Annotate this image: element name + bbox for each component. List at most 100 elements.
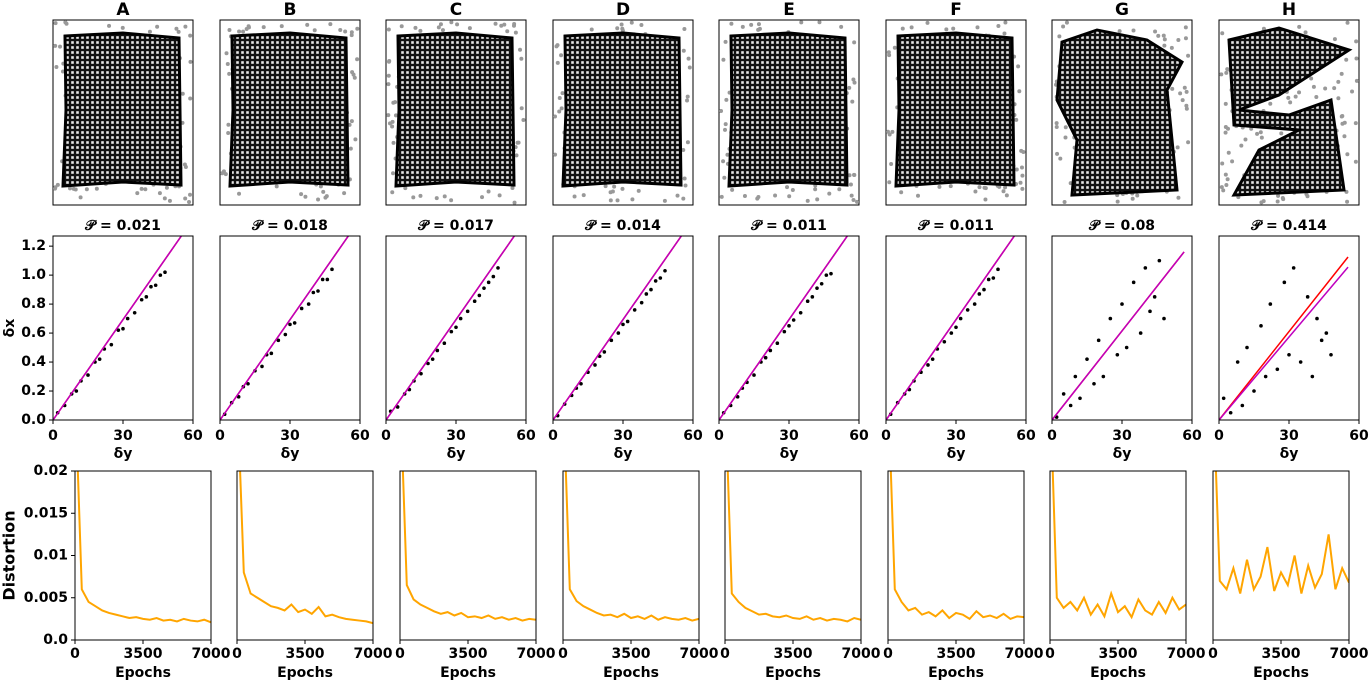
background-dot bbox=[328, 22, 333, 27]
background-dot bbox=[1003, 185, 1008, 190]
point bbox=[1240, 403, 1245, 408]
point bbox=[1324, 331, 1329, 335]
y-tick-label: 0.01 bbox=[33, 548, 68, 564]
x-tick-label: 0 bbox=[48, 428, 58, 444]
background-dot bbox=[221, 169, 226, 174]
point bbox=[236, 395, 241, 399]
x-tick-label: 3500 bbox=[449, 646, 488, 662]
background-dot bbox=[387, 59, 392, 64]
background-dot bbox=[1014, 117, 1019, 122]
background-dot bbox=[180, 91, 185, 96]
background-dot bbox=[321, 189, 326, 194]
background-dot bbox=[683, 183, 688, 188]
background-dot bbox=[1224, 70, 1229, 75]
background-dot bbox=[686, 56, 691, 61]
point bbox=[593, 363, 597, 367]
axes-frame bbox=[724, 470, 862, 641]
x-tick-label: 60 bbox=[183, 428, 203, 444]
background-dot bbox=[1220, 161, 1225, 166]
point bbox=[311, 290, 316, 295]
point bbox=[1268, 302, 1273, 306]
background-dot bbox=[516, 140, 521, 145]
background-dot bbox=[187, 199, 192, 204]
plot-area bbox=[553, 236, 682, 420]
background-dot bbox=[188, 96, 193, 101]
y-axis-label: Distortion bbox=[0, 510, 19, 600]
point bbox=[1138, 331, 1143, 335]
point bbox=[260, 364, 264, 369]
background-dot bbox=[1186, 53, 1191, 58]
point bbox=[639, 300, 644, 305]
background-dot bbox=[1223, 101, 1228, 106]
background-dot bbox=[850, 99, 855, 104]
background-dot bbox=[299, 192, 304, 197]
y-tick-label: 0.8 bbox=[21, 296, 46, 312]
background-dot bbox=[1020, 173, 1025, 178]
point bbox=[482, 286, 486, 290]
y-tick-label: 0.4 bbox=[21, 354, 46, 370]
background-dot bbox=[1054, 125, 1059, 130]
point bbox=[144, 295, 149, 299]
background-dot bbox=[849, 193, 854, 198]
background-dot bbox=[900, 26, 905, 31]
x-tick-label: 3500 bbox=[1099, 646, 1138, 662]
x-tick-label: 7000 bbox=[1330, 646, 1369, 662]
background-dot bbox=[303, 194, 308, 199]
background-dot bbox=[386, 73, 391, 78]
plot-area bbox=[886, 236, 1015, 420]
background-dot bbox=[58, 44, 63, 49]
point bbox=[810, 295, 815, 299]
background-dot bbox=[342, 191, 347, 196]
point bbox=[477, 293, 482, 298]
background-dot bbox=[615, 26, 620, 31]
y-tick-label: 0.0 bbox=[43, 632, 68, 648]
background-dot bbox=[225, 61, 230, 66]
point bbox=[430, 357, 435, 361]
point bbox=[815, 286, 819, 290]
x-tick-label: 7000 bbox=[1005, 646, 1044, 662]
background-dot bbox=[164, 185, 169, 190]
x-tick-label: 7000 bbox=[680, 646, 719, 662]
x-tick-label: 30 bbox=[113, 428, 133, 444]
background-dot bbox=[318, 184, 323, 189]
background-dot bbox=[107, 23, 112, 28]
background-dot bbox=[1014, 167, 1019, 172]
background-dot bbox=[1018, 180, 1023, 185]
x-tick-label: 30 bbox=[280, 428, 300, 444]
background-dot bbox=[852, 80, 857, 85]
background-dot bbox=[805, 198, 810, 203]
panel-subtitle: 𝒫 = 0.011 bbox=[917, 218, 994, 234]
background-dot bbox=[620, 186, 625, 191]
background-dot bbox=[773, 193, 778, 198]
background-dot bbox=[787, 194, 792, 199]
point bbox=[1068, 403, 1073, 408]
column-title: H bbox=[1282, 0, 1296, 20]
background-dot bbox=[1058, 156, 1063, 161]
background-dot bbox=[1131, 28, 1136, 33]
background-dot bbox=[1063, 125, 1068, 130]
background-dot bbox=[619, 22, 624, 27]
point bbox=[1245, 345, 1249, 350]
point bbox=[996, 267, 1000, 272]
background-dot bbox=[1135, 193, 1140, 198]
background-dot bbox=[559, 53, 564, 58]
background-dot bbox=[721, 57, 726, 62]
y-tick-label: 0.005 bbox=[24, 590, 68, 606]
plot-area bbox=[53, 236, 182, 420]
background-dot bbox=[1354, 39, 1359, 44]
point bbox=[442, 341, 447, 346]
background-dot bbox=[1336, 96, 1341, 101]
point bbox=[798, 310, 803, 315]
background-dot bbox=[608, 190, 613, 195]
background-dot bbox=[1259, 135, 1264, 140]
background-dot bbox=[147, 29, 152, 34]
point bbox=[292, 321, 297, 325]
background-dot bbox=[227, 28, 232, 33]
background-dot bbox=[1016, 64, 1021, 69]
background-dot bbox=[393, 113, 398, 118]
background-dot bbox=[887, 53, 892, 58]
axes-frame bbox=[1212, 470, 1350, 641]
background-dot bbox=[837, 187, 842, 192]
axes-frame bbox=[399, 470, 537, 641]
axes-frame bbox=[718, 235, 860, 421]
